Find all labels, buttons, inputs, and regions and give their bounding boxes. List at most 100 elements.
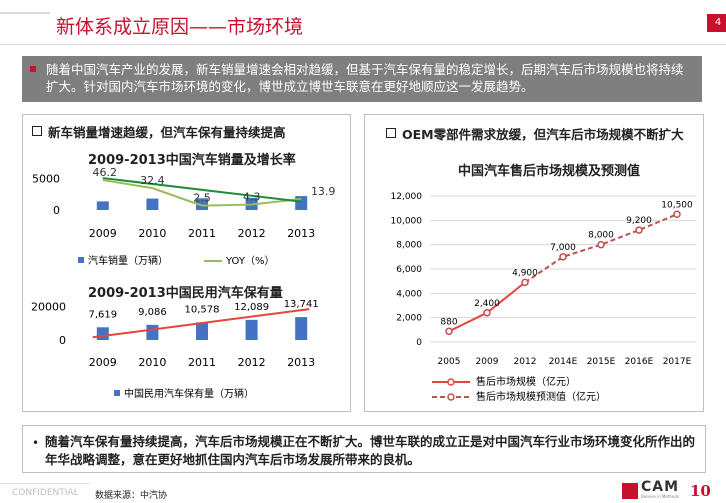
bar-parc [245,319,258,340]
y-tick-label: 2,000 [396,314,422,324]
bar-parc [96,327,109,340]
sales-chart-title: 2009-2013中国汽车销量及增长率 [88,153,296,168]
data-point [483,309,491,317]
yoy-data-label: 2.5 [193,192,211,205]
anniversary-badge: 10 [690,482,711,500]
legend-forecast-label: 售后市场规模预测值（亿元） [476,390,606,403]
yoy-line [102,179,302,207]
footer-divider [0,483,90,484]
intro-banner: 随着中国汽车产业的发展，新车销量增速会相对趋缓，但基于汽车保有量的稳定增长，后期… [22,56,702,102]
legend-bar-label: 汽车销量（万辆） [88,254,168,267]
page-title: 新体系成立原因——市场环境 [56,16,304,38]
x-tick-label: 2014E [549,357,578,367]
cam-logo-tagline: Believe in Methods [641,494,679,499]
bullet-dot-icon: • [32,436,40,450]
data-label: 2,400 [474,299,500,309]
conclusion-box: 随着汽车保有量持续提高，汽车后市场规模正在不断扩大。博世车联的成立正是对中国汽车… [22,425,706,473]
legend-line-label: YOY（%） [225,255,275,267]
x-tick-label: 2012 [238,227,266,240]
data-label: 4,900 [512,268,538,278]
bar-sales [196,198,208,210]
x-tick-label: 2011 [188,356,216,369]
left-panel [22,114,351,412]
x-tick-label: 2011 [188,227,216,240]
yoy-data-label: 13.9 [311,185,336,198]
legend-actual-label: 售后市场规模（亿元） [476,375,576,388]
data-point [559,253,567,261]
checkbox-square-icon [386,128,396,138]
confidential-label: CONFIDENTIAL [12,488,79,498]
parc-data-label: 10,578 [185,304,220,315]
parc-data-label: 9,086 [138,307,167,318]
bar-parc [196,322,208,340]
intro-bullet-icon [30,66,36,72]
legend-actual-marker [447,378,455,386]
sales-chart: 0 5000 2009 2010 2011 2012 2013 46.2 32.4 2.5 4.3 1… [32,166,336,267]
y-tick-label: 4,000 [396,289,422,299]
x-tick-label: 2005 [438,357,461,367]
data-point [673,210,681,218]
title-decoration [0,12,50,48]
yoy-data-label: 46.2 [93,166,118,179]
left-panel-heading: 新车销量增速趋缓，但汽车保有量持续提高 [48,125,286,140]
data-point [635,226,643,234]
x-tick-label: 2012 [238,356,266,369]
bar-parc [146,324,159,340]
x-tick-label: 2009 [476,357,499,367]
y-tick-label: 0 [53,204,60,217]
aftermarket-chart-title: 中国汽车售后市场规模及预测值 [458,164,641,179]
data-label: 9,200 [626,216,652,226]
aftermarket-chart: 0 2,000 4,000 6,000 8,000 10,000 12,000 2005 200… [391,192,696,403]
forecast-line [524,213,678,284]
title-divider [0,44,726,45]
yoy-data-label: 4.3 [243,191,261,204]
intro-text: 随着中国汽车产业的发展，新车销量增速会相对趋缓，但基于汽车保有量的稳定增长，后期… [46,62,684,94]
x-tick-label: 2016E [625,357,654,367]
data-point [597,240,605,249]
yoy-data-label: 32.4 [140,174,165,187]
x-tick-label: 2010 [138,227,166,240]
x-tick-label: 2012 [514,357,537,367]
y-tick-label: 0 [416,338,422,348]
y-tick-label: 12,000 [391,192,423,202]
parc-data-label: 7,619 [88,309,117,320]
trend-line [92,308,310,339]
x-tick-label: 2009 [89,356,117,369]
legend-bar-swatch [78,257,84,263]
right-panel [364,114,704,412]
legend-forecast-marker [447,393,455,401]
checkbox-square-icon [32,126,42,136]
x-tick-label: 2009 [89,227,117,240]
x-tick-label: 2013 [287,227,315,240]
y-tick-label: 0 [59,334,66,347]
y-tick-label: 5000 [32,172,60,185]
y-tick-label: 20000 [31,301,66,314]
cam-logo-text: CAM [641,479,680,495]
bar-sales [96,201,109,210]
y-tick-label: 10,000 [391,216,423,226]
data-source: 数据来源：中汽协 [95,491,168,501]
data-label: 10,500 [661,200,693,210]
data-label: 880 [440,317,457,327]
data-label: 8,000 [588,231,614,241]
data-label: 7,000 [550,243,576,253]
data-point [445,327,453,336]
y-tick-label: 6,000 [396,265,422,275]
conclusion-text: 随着汽车保有量持续提高，汽车后市场规模正在不断扩大。博世车联的成立正是对中国汽车… [45,434,696,467]
legend-bar-label: 中国民用汽车保有量（万辆） [124,387,254,400]
parc-chart-title: 2009-2013中国民用汽车保有量 [88,286,283,301]
y-tick-label: 8,000 [396,241,422,251]
parc-data-label: 12,089 [234,302,269,313]
page-number-badge: 4 [707,14,726,32]
parc-chart: 0 20000 2009 7,619 2010 9,086 2011 10,578 2012 12… [31,299,319,400]
cam-logo-icon [622,483,638,499]
x-tick-label: 2013 [287,356,315,369]
bar-parc [295,317,308,340]
right-panel-heading: OEM零部件需求放缓，但汽车后市场规模不断扩大 [402,127,684,142]
x-tick-label: 2010 [138,356,166,369]
x-tick-label: 2015E [587,357,616,367]
bar-sales [295,196,308,210]
data-point [521,278,529,287]
parc-data-label: 13,741 [284,299,319,310]
trend-line [102,177,302,203]
